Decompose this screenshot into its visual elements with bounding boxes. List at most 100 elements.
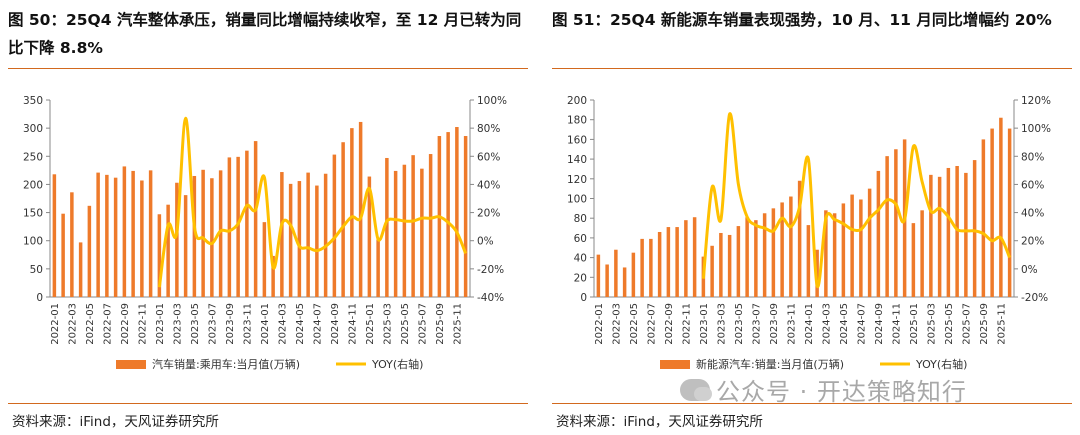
bar <box>981 139 986 297</box>
combo-chart-passenger-car-sales: 0 50 100 150 200 250 300 350 -40% -20% 0% 20% 40% 60%… <box>23 95 507 371</box>
left-axis-tick-label: 160 <box>567 134 587 146</box>
right-axis-tick-label: 60% <box>477 151 500 163</box>
bar <box>596 254 601 297</box>
bar <box>122 166 127 297</box>
x-axis-tick-label: 2024-01 <box>804 303 815 345</box>
x-axis-tick-label: 2025-11 <box>996 303 1007 345</box>
source-note: 资料来源：iFind，天风证券研究所 <box>556 414 763 430</box>
bar <box>175 182 179 297</box>
legend-bar-swatch <box>116 360 146 369</box>
yoy-point <box>465 253 466 254</box>
bar <box>745 217 749 297</box>
left-axis-tick-label: 150 <box>23 208 43 220</box>
yoy-point <box>395 219 396 220</box>
yoy-point <box>974 230 975 231</box>
x-axis-tick-label: 2023-05 <box>190 303 201 345</box>
x-axis-tick-label: 2022-07 <box>102 303 113 345</box>
bar <box>297 181 302 297</box>
chart-title: 图 50：25Q4 汽车整体承压，销量同比增幅持续收窄，至 12 月已转为同比下… <box>8 11 522 57</box>
wechat-icon <box>680 378 712 401</box>
x-axis-tick-label: 2024-09 <box>330 303 341 345</box>
yoy-point <box>799 206 800 207</box>
bar <box>70 192 74 297</box>
x-axis-tick-label: 2024-01 <box>260 303 271 345</box>
left-axis-tick-label: 100 <box>567 194 587 206</box>
bar <box>367 176 372 297</box>
x-axis-tick-label: 2023-11 <box>786 303 797 345</box>
x-axis-tick-label: 2023-03 <box>172 303 183 345</box>
x-axis-tick-label: 2023-05 <box>734 303 745 345</box>
bar <box>350 128 354 297</box>
bar <box>358 121 363 297</box>
yoy-point <box>712 187 713 188</box>
yoy-point <box>299 246 300 247</box>
x-axis-tick-label: 2022-09 <box>120 303 131 345</box>
source-divider <box>8 403 528 404</box>
bar <box>271 255 275 297</box>
bar <box>1007 128 1012 297</box>
yoy-point <box>439 216 440 217</box>
bar <box>789 196 793 297</box>
bar <box>157 214 162 297</box>
yoy-point <box>948 216 949 217</box>
bar <box>754 220 758 297</box>
x-axis-tick-label: 2024-03 <box>277 303 288 345</box>
yoy-point <box>316 250 317 251</box>
yoy-point <box>448 222 449 223</box>
bar <box>148 170 153 297</box>
yoy-point <box>351 216 352 217</box>
bar <box>315 185 319 297</box>
x-axis-tick-label: 2022-03 <box>611 303 622 345</box>
source-note: 资料来源：iFind，天风证券研究所 <box>12 414 219 430</box>
bar <box>236 156 240 297</box>
right-axis-tick-label: 0% <box>477 236 494 248</box>
yoy-point <box>1009 257 1010 258</box>
yoy-point <box>308 247 309 248</box>
yoy-point <box>273 267 274 268</box>
watermark-text: 公众号 · 开达策略知行 <box>716 378 967 406</box>
yoy-point <box>764 228 765 229</box>
yoy-point <box>913 146 914 147</box>
right-axis-tick-label: 100% <box>477 95 507 107</box>
bar <box>306 172 310 297</box>
legend-bar-label: 汽车销量:乘用车:当月值(万辆) <box>152 357 300 371</box>
yoy-point <box>369 188 370 189</box>
yoy-point <box>421 218 422 219</box>
bar <box>657 231 662 297</box>
yoy-point <box>255 209 256 210</box>
right-axis-tick-label: 120% <box>1021 95 1051 107</box>
x-axis-tick-label: 2024-11 <box>891 303 902 345</box>
yoy-point <box>755 225 756 226</box>
bar <box>876 170 881 297</box>
bar <box>937 176 942 297</box>
legend-bar-swatch <box>660 360 690 369</box>
yoy-point <box>817 285 818 286</box>
yoy-point <box>413 221 414 222</box>
yoy-point <box>957 229 958 230</box>
x-axis-tick-label: 2023-01 <box>155 303 166 345</box>
legend-bar-label: 新能源汽车:销量:当月值(万辆) <box>696 357 844 371</box>
yoy-point <box>229 230 230 231</box>
right-axis-tick-label: 80% <box>1021 151 1044 163</box>
x-axis-tick-label: 2023-01 <box>699 303 710 345</box>
left-axis-tick-label: 350 <box>23 95 43 107</box>
bar <box>245 150 249 297</box>
right-axis-tick-label: 80% <box>477 123 500 135</box>
bar <box>955 165 959 297</box>
x-axis-tick-label: 2023-07 <box>207 303 218 345</box>
bar <box>736 226 741 297</box>
yoy-series-line <box>157 116 467 288</box>
bar <box>446 132 450 297</box>
bar <box>131 170 135 297</box>
bar <box>675 227 679 297</box>
yoy-point <box>203 237 204 238</box>
bar <box>210 178 214 297</box>
title-divider <box>8 68 528 69</box>
yoy-point <box>1000 237 1001 238</box>
bar <box>87 205 92 297</box>
x-axis-tick-label: 2025-05 <box>944 303 955 345</box>
bar <box>692 217 697 297</box>
yoy-point <box>878 209 879 210</box>
yoy-point <box>325 246 326 247</box>
yoy-point <box>290 225 291 226</box>
